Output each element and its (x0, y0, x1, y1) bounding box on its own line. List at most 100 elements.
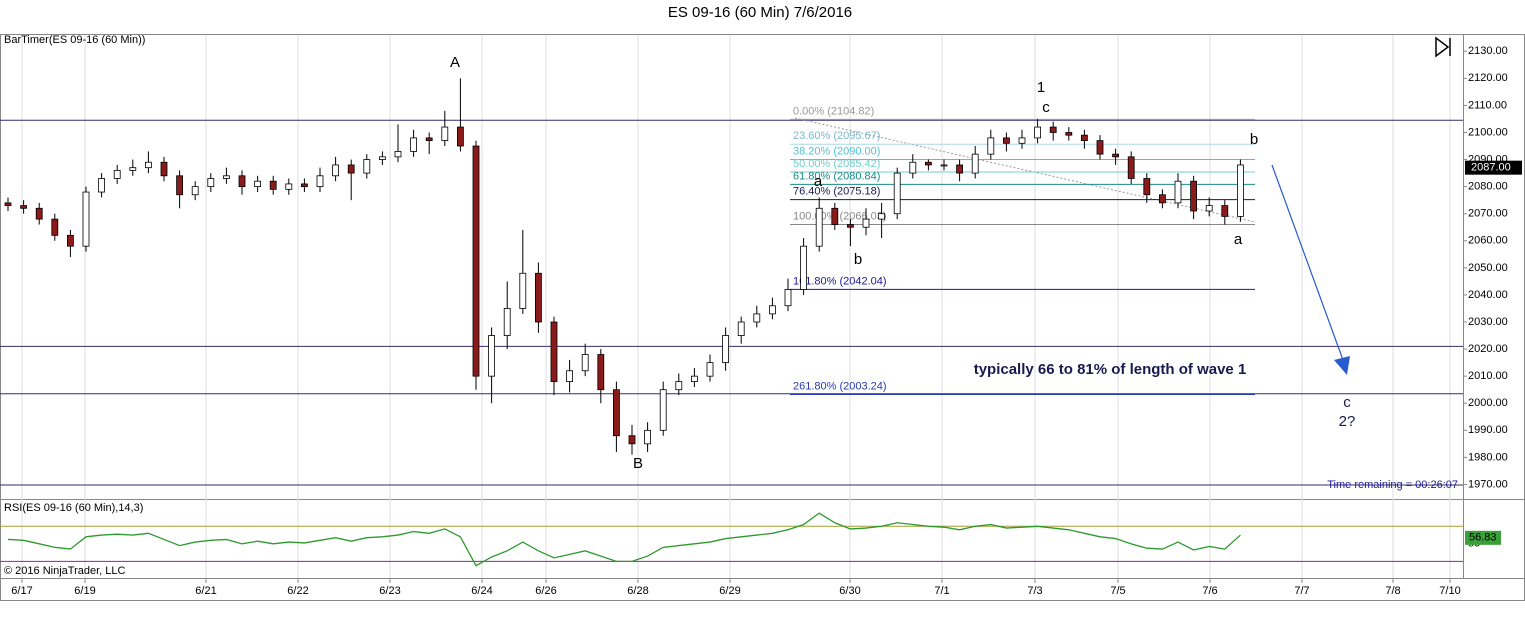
candle-body (82, 191, 90, 247)
x-tick-label: 6/28 (627, 585, 648, 597)
wave-label: b (854, 251, 862, 268)
wave-label: B (633, 455, 643, 472)
candle-body (675, 381, 683, 391)
candle-body (332, 164, 340, 177)
candle-body (1127, 156, 1135, 179)
candle-body (98, 178, 105, 193)
candle-body (441, 126, 449, 141)
candle-body (1081, 134, 1088, 141)
candle-body (51, 218, 59, 236)
candle-body (691, 375, 698, 382)
candle-body (144, 161, 152, 169)
candle-body (67, 234, 74, 247)
candle-body (909, 161, 917, 174)
candle-body (222, 175, 230, 179)
y-tick-label: 2060.00 (1468, 235, 1508, 247)
candle-body (644, 429, 651, 445)
candle-body (800, 245, 807, 290)
candle-body (628, 435, 636, 445)
fib-label: 100.00% (2066.03) (793, 210, 887, 222)
candle-body (300, 183, 308, 188)
rsi-label: RSI(ES 09-16 (60 Min),14,3) (4, 502, 143, 514)
candle-body (1112, 153, 1119, 158)
candle-body (35, 207, 43, 220)
candle-body (20, 205, 28, 209)
candle-body (269, 180, 277, 190)
x-tick-label: 6/24 (471, 585, 492, 597)
note: typically 66 to 81% of length of wave 1 (974, 361, 1247, 378)
y-tick-label: 1980.00 (1468, 451, 1508, 463)
candle-body (1174, 180, 1182, 204)
x-tick-label: 6/30 (839, 585, 860, 597)
x-tick-label: 7/3 (1027, 585, 1042, 597)
candle-body (1190, 180, 1197, 212)
wave-label: a (814, 173, 823, 190)
y-tick-label: 2100.00 (1468, 126, 1508, 138)
y-tick-label: 2080.00 (1468, 181, 1508, 193)
candle-body (815, 207, 823, 247)
candle-body (4, 202, 12, 206)
fib-label: 50.00% (2085.42) (793, 158, 880, 170)
candle-body (316, 175, 324, 188)
candle-body (285, 183, 293, 190)
wave-label: A (450, 54, 460, 71)
rsi-last-box (1465, 530, 1501, 545)
candle-body (1018, 137, 1026, 144)
fib-label: 23.60% (2095.67) (793, 130, 880, 142)
x-tick-label: 6/26 (535, 585, 556, 597)
candle-body (847, 224, 854, 228)
candle-body (862, 218, 870, 228)
wave-label: a (1234, 231, 1243, 248)
arrow-shaft (1271, 164, 1344, 361)
x-tick-label: 6/17 (11, 585, 32, 597)
candle-body (1049, 126, 1057, 133)
fib-label: 38.20% (2090.00) (793, 145, 880, 157)
candle-body (488, 335, 496, 377)
candle-body (956, 164, 963, 174)
fib-label: 161.80% (2042.04) (793, 275, 887, 287)
play-icon[interactable] (1435, 36, 1451, 58)
candle-body (1237, 164, 1244, 217)
fib-label: 61.80% (2080.84) (793, 170, 880, 182)
x-tick-label: 7/1 (934, 585, 949, 597)
candle-body (363, 159, 371, 174)
candle-body (1034, 126, 1041, 139)
candle-body (347, 164, 355, 174)
candle-body (472, 145, 480, 377)
fib-label: 76.40% (2075.18) (793, 186, 880, 198)
candle-body (769, 305, 776, 315)
x-tick-label: 7/5 (1110, 585, 1125, 597)
candle-body (535, 272, 542, 323)
candle-body (940, 164, 948, 167)
candle-body (1221, 205, 1229, 217)
y-tick-label: 1990.00 (1468, 424, 1508, 436)
candle-body (1159, 194, 1166, 204)
x-tick-label: 6/21 (195, 585, 216, 597)
candle-body (925, 161, 932, 166)
candle-body (394, 151, 402, 158)
candle-body (410, 137, 418, 152)
candle-body (456, 126, 464, 147)
rsi-last-label: 56.83 (1469, 532, 1497, 544)
candle-body (191, 186, 199, 196)
candle-body (113, 169, 121, 179)
wave-label: b (1250, 131, 1258, 148)
fib-label: 261.80% (2003.24) (793, 380, 887, 392)
candle-body (831, 207, 839, 225)
candle-body (1205, 205, 1213, 212)
rsi-line (7, 512, 1241, 567)
candle-body (566, 370, 573, 382)
wave-label: 2? (1339, 413, 1356, 430)
y-tick-label: 2000.00 (1468, 397, 1508, 409)
candle-body (550, 321, 558, 382)
x-tick-label: 6/29 (719, 585, 740, 597)
x-tick-label: 6/23 (379, 585, 400, 597)
candle-body (878, 213, 885, 220)
fib-label: 0.00% (2104.82) (793, 105, 874, 117)
candle-body (1143, 178, 1151, 196)
candle-body (176, 175, 184, 196)
candle-body (737, 321, 745, 336)
candle-body (207, 178, 215, 188)
x-tick-label: 7/10 (1439, 585, 1460, 597)
